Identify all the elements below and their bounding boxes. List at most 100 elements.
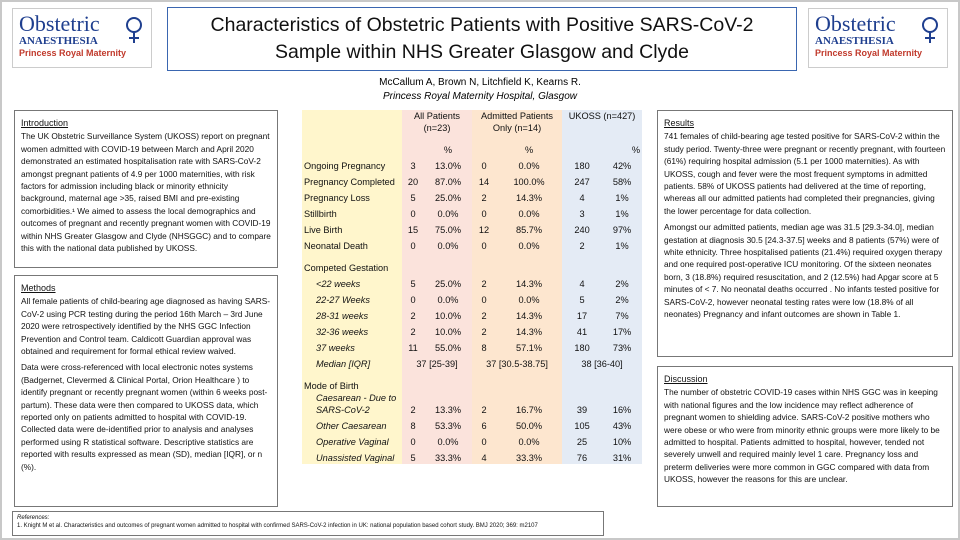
cell-value: 0 — [402, 236, 424, 252]
cell-value: 0.0% — [424, 290, 473, 306]
cell — [602, 370, 643, 392]
logo-sub: ANAESTHESIA — [815, 35, 894, 47]
cell-value: 10.0% — [424, 322, 473, 338]
cell-value: 14.3% — [496, 306, 563, 322]
paragraph: All female patients of child-bearing age… — [21, 296, 271, 357]
cell-value: 3 — [402, 156, 424, 172]
heading: References: — [17, 515, 50, 521]
cell-value: 0 — [472, 204, 497, 220]
logo-right: Obstetric ANAESTHESIA Princess Royal Mat… — [808, 8, 948, 68]
cell-value: 53.3% — [424, 416, 473, 432]
cell-value: 7% — [602, 306, 643, 322]
section-label: Competed Gestation — [302, 252, 402, 274]
cell-value: 240 — [562, 220, 603, 236]
row-label: 32-36 weeks — [302, 322, 402, 338]
row-label: <22 weeks — [302, 274, 402, 290]
row-label: Neonatal Death — [302, 236, 402, 252]
cell-value: 55.0% — [424, 338, 473, 354]
group-header: All Patients (n=23) — [402, 110, 473, 140]
cell-value: 0.0% — [496, 290, 563, 306]
methods: Methods All female patients of child-bea… — [14, 275, 278, 507]
row-label: Pregnancy Completed — [302, 172, 402, 188]
cell-value: 15 — [402, 220, 424, 236]
table-row: Live Birth 15 75.0% 12 85.7% 240 97% — [302, 220, 643, 236]
cell-value: 0.0% — [496, 156, 563, 172]
cell-value: 75.0% — [424, 220, 473, 236]
cell-value: 0.0% — [424, 432, 473, 448]
cell — [302, 110, 402, 140]
table-row: 37 weeks 11 55.0% 8 57.1% 180 73% — [302, 338, 643, 354]
cell-value: 97% — [602, 220, 643, 236]
cell-value: 0 — [472, 290, 497, 306]
cell-value: 37 [25-39] — [402, 354, 473, 370]
cell-value: 5 — [402, 188, 424, 204]
cell-value: 1% — [602, 236, 643, 252]
row-label: 37 weeks — [302, 338, 402, 354]
logo-icon — [922, 17, 938, 43]
cell-value: 2 — [562, 236, 603, 252]
table: All Patients (n=23) Admitted Patients Onl… — [302, 110, 643, 464]
cell-value: 0 — [472, 156, 497, 172]
cell — [472, 140, 497, 156]
pct-header: % — [496, 140, 563, 156]
row-label: 28-31 weeks — [302, 306, 402, 322]
cell-value: 25.0% — [424, 188, 473, 204]
cell-value: 2% — [602, 290, 643, 306]
logo-left: Obstetric ANAESTHESIA Princess Royal Mat… — [12, 8, 152, 68]
cell-value: 76 — [562, 448, 603, 464]
row-label: Live Birth — [302, 220, 402, 236]
logo-sub: ANAESTHESIA — [19, 35, 98, 47]
cell-value: 0 — [402, 432, 424, 448]
cell-value: 5 — [402, 448, 424, 464]
paragraph: Data were cross-referenced with local el… — [21, 362, 268, 472]
cell-value: 100.0% — [496, 172, 563, 188]
cell-value: 33.3% — [424, 448, 473, 464]
cell-value: 0.0% — [496, 204, 563, 220]
cell-value: 180 — [562, 156, 603, 172]
cell-value: 5 — [402, 274, 424, 290]
pct-header: % — [424, 140, 473, 156]
row-label: Caesarean - Due to SARS-CoV-2 — [302, 392, 402, 416]
cell-value: 4 — [562, 188, 603, 204]
cell-value: 2 — [472, 274, 497, 290]
table-row: 28-31 weeks 2 10.0% 2 14.3% 17 7% — [302, 306, 643, 322]
cell-value: 17 — [562, 306, 603, 322]
discussion: Discussion The number of obstetric COVID… — [657, 366, 953, 507]
pct-header: % — [602, 140, 643, 156]
header-row: All Patients (n=23) Admitted Patients Onl… — [302, 110, 643, 140]
cell-value: 13.3% — [424, 392, 473, 416]
cell-value: 14.3% — [496, 322, 563, 338]
table-row: Other Caesarean 8 53.3% 6 50.0% 105 43% — [302, 416, 643, 432]
references: References: 1. Knight M et al. Character… — [12, 511, 604, 536]
row-label: Stillbirth — [302, 204, 402, 220]
cell-value: 2 — [402, 392, 424, 416]
cell — [562, 370, 603, 392]
paragraph: 741 females of child-bearing age tested … — [664, 131, 946, 216]
cell-value: 4 — [562, 274, 603, 290]
cell-value: 5 — [562, 290, 603, 306]
table-row: <22 weeks 5 25.0% 2 14.3% 4 2% — [302, 274, 643, 290]
cell-value: 31% — [602, 448, 643, 464]
cell-value: 8 — [402, 416, 424, 432]
cell-value: 16% — [602, 392, 643, 416]
paragraph: Amongst our admitted patients, median ag… — [664, 222, 943, 320]
cell-value: 10.0% — [424, 306, 473, 322]
cell — [402, 252, 424, 274]
row-label: Unassisted Vaginal — [302, 448, 402, 464]
row-label: Operative Vaginal — [302, 432, 402, 448]
cell-value: 50.0% — [496, 416, 563, 432]
table-row: Pregnancy Completed 20 87.0% 14 100.0% 247 58% — [302, 172, 643, 188]
cell-value: 13.0% — [424, 156, 473, 172]
cell-value: 8 — [472, 338, 497, 354]
cell-value: 10% — [602, 432, 643, 448]
cell-value: 0.0% — [424, 204, 473, 220]
cell-value: 2 — [472, 188, 497, 204]
cell-value: 0 — [402, 204, 424, 220]
cell-value: 25.0% — [424, 274, 473, 290]
row-label: Other Caesarean — [302, 416, 402, 432]
cell-value: 37 [30.5-38.75] — [472, 354, 563, 370]
cell-value: 39 — [562, 392, 603, 416]
paragraph: The number of obstetric COVID-19 cases w… — [664, 387, 940, 485]
table-row: 32-36 weeks 2 10.0% 2 14.3% 41 17% — [302, 322, 643, 338]
title-line: Characteristics of Obstetric Patients wi… — [210, 14, 754, 36]
